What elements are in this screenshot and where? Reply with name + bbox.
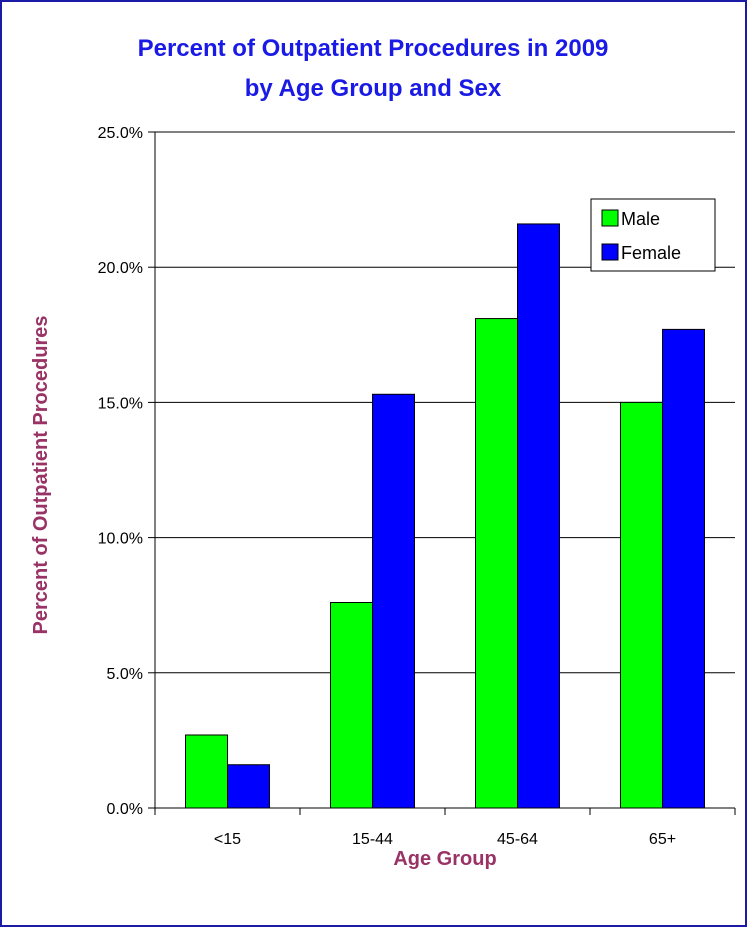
- bar-male-1: [330, 601, 373, 809]
- x-tick-label: <15: [214, 831, 241, 848]
- x-tick-labels: <15 15-44 45-64 65+: [214, 831, 676, 848]
- legend-label-female: Female: [621, 243, 681, 263]
- bar-female-1: [372, 393, 415, 809]
- bar-male-2: [475, 318, 518, 809]
- y-tick-label: 5.0%: [107, 666, 143, 683]
- chart-subtitle: by Age Group and Sex: [245, 75, 502, 102]
- legend-swatch-female: [601, 243, 619, 261]
- y-tick-label: 20.0%: [98, 260, 143, 277]
- legend-label-male: Male: [621, 209, 660, 229]
- bar-female-3: [662, 328, 705, 809]
- y-axis-title: Percent of Outpatient Procedures: [30, 316, 52, 635]
- bar-male-3: [620, 401, 663, 809]
- y-tick-label: 15.0%: [98, 395, 143, 412]
- chart-title: Percent of Outpatient Procedures in 2009: [138, 35, 609, 62]
- bar-female-2: [517, 223, 560, 809]
- y-tick-label: 25.0%: [98, 125, 143, 142]
- legend: Male Female: [590, 198, 716, 272]
- x-tick-label: 65+: [649, 831, 676, 848]
- y-tick-labels: 0.0% 5.0% 10.0% 15.0% 20.0% 25.0%: [98, 125, 143, 818]
- x-tick-label: 15-44: [352, 831, 393, 848]
- x-axis-title: Age Group: [393, 848, 496, 870]
- x-tick-label: 45-64: [497, 831, 538, 848]
- bar-female-0: [227, 764, 270, 809]
- y-tick-label: 0.0%: [107, 801, 143, 818]
- legend-swatch-male: [601, 209, 619, 227]
- y-tick-label: 10.0%: [98, 531, 143, 548]
- bars: [185, 223, 705, 809]
- bar-male-0: [185, 734, 228, 809]
- axes: [148, 131, 736, 815]
